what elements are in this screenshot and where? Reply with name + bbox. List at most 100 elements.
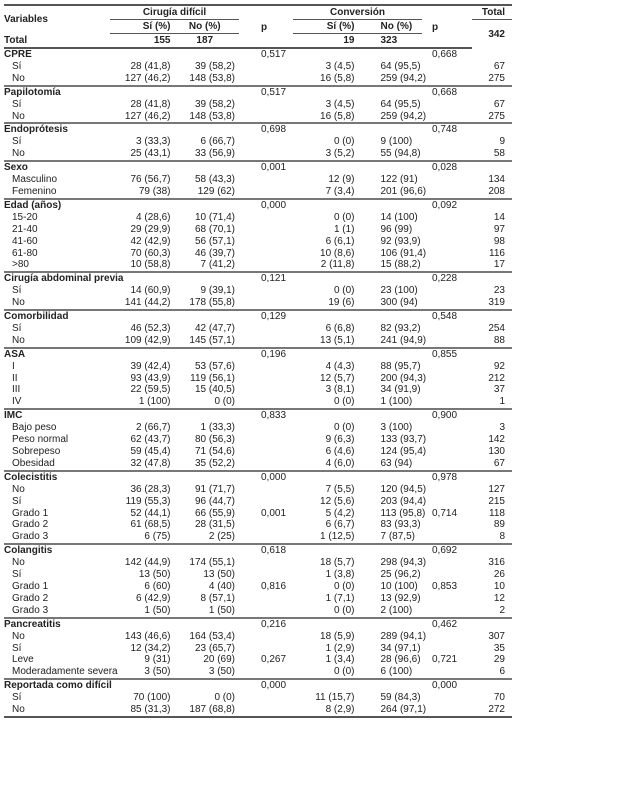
table-row: No 85 (31,3) 187 (68,8) 8 (2,9) 264 (97,1) 27… (4, 704, 512, 718)
cell-total: 17 (493, 259, 505, 271)
cell-n1: 3 (50) (208, 666, 235, 678)
section-header-row: CPRE 0,517 0,668 (4, 48, 512, 61)
row-label: >80 (12, 259, 29, 271)
cell-p2 (422, 224, 472, 236)
cell-s2: 19 (6) (328, 297, 355, 309)
cell-p2 (422, 335, 472, 348)
section-name: Cirugía abdominal previa (4, 271, 124, 286)
cell-total: 37 (493, 384, 505, 396)
cell-n2: 298 (94,3) (380, 557, 427, 569)
table-row: >80 10 (58,8) 7 (41,2) 2 (11,8) 15 (88,2) 17 (4, 259, 512, 272)
cell-p1 (239, 384, 293, 396)
cirugia-dificil-header: Cirugía difícil (110, 5, 239, 20)
cell-s1: 70 (100) (133, 692, 171, 704)
cell-p2 (422, 692, 472, 704)
cell-p1 (239, 557, 293, 569)
cell-n2: 289 (94,1) (380, 630, 427, 642)
row-label: Sí (12, 136, 22, 148)
cell-total: 67 (493, 457, 505, 469)
cell-s1: 2 (66,7) (136, 422, 171, 434)
cell-n2: 106 (91,4) (380, 247, 427, 259)
cell-total: 254 (488, 322, 505, 334)
cell-total: 215 (488, 495, 505, 507)
cell-n2: 34 (97,1) (380, 642, 421, 654)
cell-s2: 1 (2,9) (325, 642, 355, 654)
cell-p1 (239, 99, 293, 111)
cell-p1 (239, 484, 293, 496)
cell-total: 98 (493, 235, 505, 247)
cell-s1: 36 (28,3) (130, 483, 171, 495)
p-value: 0,228 (422, 271, 472, 286)
table-row: Sí 46 (52,3) 42 (47,7) 6 (6,8) 82 (93,2) 254 (4, 323, 512, 335)
p-value: 0,900 (422, 408, 472, 423)
cell-total: 212 (488, 372, 505, 384)
cell-s2: 11 (15,7) (315, 692, 355, 704)
cell-p2 (422, 434, 472, 446)
cell-n1: 13 (50) (203, 569, 235, 581)
cell-s2: 10 (8,6) (320, 247, 355, 259)
p-value: 0,748 (422, 122, 472, 137)
cell-s1: 9 (31) (144, 654, 171, 666)
cell-n2: 259 (94,2) (380, 110, 427, 122)
section-name: Sexo (4, 160, 110, 175)
cell-n1: 46 (39,7) (194, 247, 235, 259)
cell-s2: 0 (0) (333, 422, 355, 434)
total-s1: 155 (110, 33, 175, 49)
cell-n1: 148 (53,8) (189, 72, 235, 84)
cell-s1: 142 (44,9) (124, 557, 171, 569)
cell-s1: 127 (46,2) (124, 72, 171, 84)
row-label: Grado 3 (12, 604, 49, 616)
row-label: IV (12, 396, 22, 408)
section-name: Reportada como difícil (4, 678, 112, 693)
cell-s2: 18 (5,9) (320, 630, 355, 642)
cell-s2: 13 (5,1) (320, 334, 355, 346)
cell-total: 26 (493, 569, 505, 581)
cell-s1: 6 (60) (144, 580, 171, 592)
cell-s1: 79 (38) (138, 185, 171, 197)
row-label: 41-60 (12, 235, 38, 247)
row-label: No (12, 110, 25, 122)
cell-p1 (239, 186, 293, 199)
cell-n2: 82 (93,2) (380, 322, 421, 334)
row-label: Leve (12, 654, 34, 666)
cell-p2 (422, 557, 472, 569)
conversion-header: Conversión (293, 5, 422, 20)
cell-n1: 119 (56,1) (190, 372, 235, 384)
cell-p1 (239, 285, 293, 297)
cell-n2: 64 (95,5) (380, 98, 421, 110)
cell-n1: 9 (39,1) (200, 285, 235, 297)
row-label: Sí (12, 285, 22, 297)
cell-n2: 55 (94,8) (380, 148, 421, 160)
cell-s1: 76 (56,7) (130, 174, 171, 186)
cell-total: 6 (499, 666, 505, 678)
table-row: No 141 (44,2) 178 (55,8) 19 (6) 300 (94) 319 (4, 297, 512, 310)
row-label: No (4, 704, 110, 718)
table-row: No 127 (46,2) 148 (53,8) 16 (5,8) 259 (94,2)… (4, 111, 512, 124)
cell-n1: 91 (71,7) (194, 483, 235, 495)
cell-p2: 0,714 (432, 507, 458, 519)
si-header-2: Sí (%) (293, 19, 358, 34)
cell-p1 (239, 519, 293, 531)
table-row: Sí 3 (33,3) 6 (66,7) 0 (0) 9 (100) 9 (4, 136, 512, 148)
cell-s2: 1 (3,4) (325, 654, 355, 666)
cell-n2: 63 (94) (380, 457, 413, 469)
cell-p2 (422, 259, 472, 272)
cell-n2: 7 (87,5) (380, 531, 415, 543)
cell-p1 (239, 136, 293, 148)
row-label: II (12, 372, 18, 384)
p-value: 0,000 (239, 678, 293, 693)
cell-p1 (239, 704, 293, 718)
cell-n1: 28 (31,5) (194, 519, 235, 531)
cell-total: 118 (489, 507, 505, 519)
cell-s1: 12 (34,2) (130, 642, 171, 654)
cell-p1 (239, 631, 293, 643)
table-row: Sí 28 (41,8) 39 (58,2) 3 (4,5) 64 (95,5) 67 (4, 99, 512, 111)
header-row-groups: Variables Cirugía difícil p Conversión p… (4, 5, 512, 33)
row-label: No (12, 334, 25, 346)
cell-s2: 18 (5,7) (320, 557, 355, 569)
results-table: Variables Cirugía difícil p Conversión p… (4, 4, 512, 718)
section-header-row: Colangitis 0,618 0,692 (4, 543, 512, 558)
p-header-1: p (261, 21, 268, 33)
cell-n2: 59 (84,3) (380, 692, 421, 704)
cell-n1: 0 (0) (214, 692, 235, 704)
